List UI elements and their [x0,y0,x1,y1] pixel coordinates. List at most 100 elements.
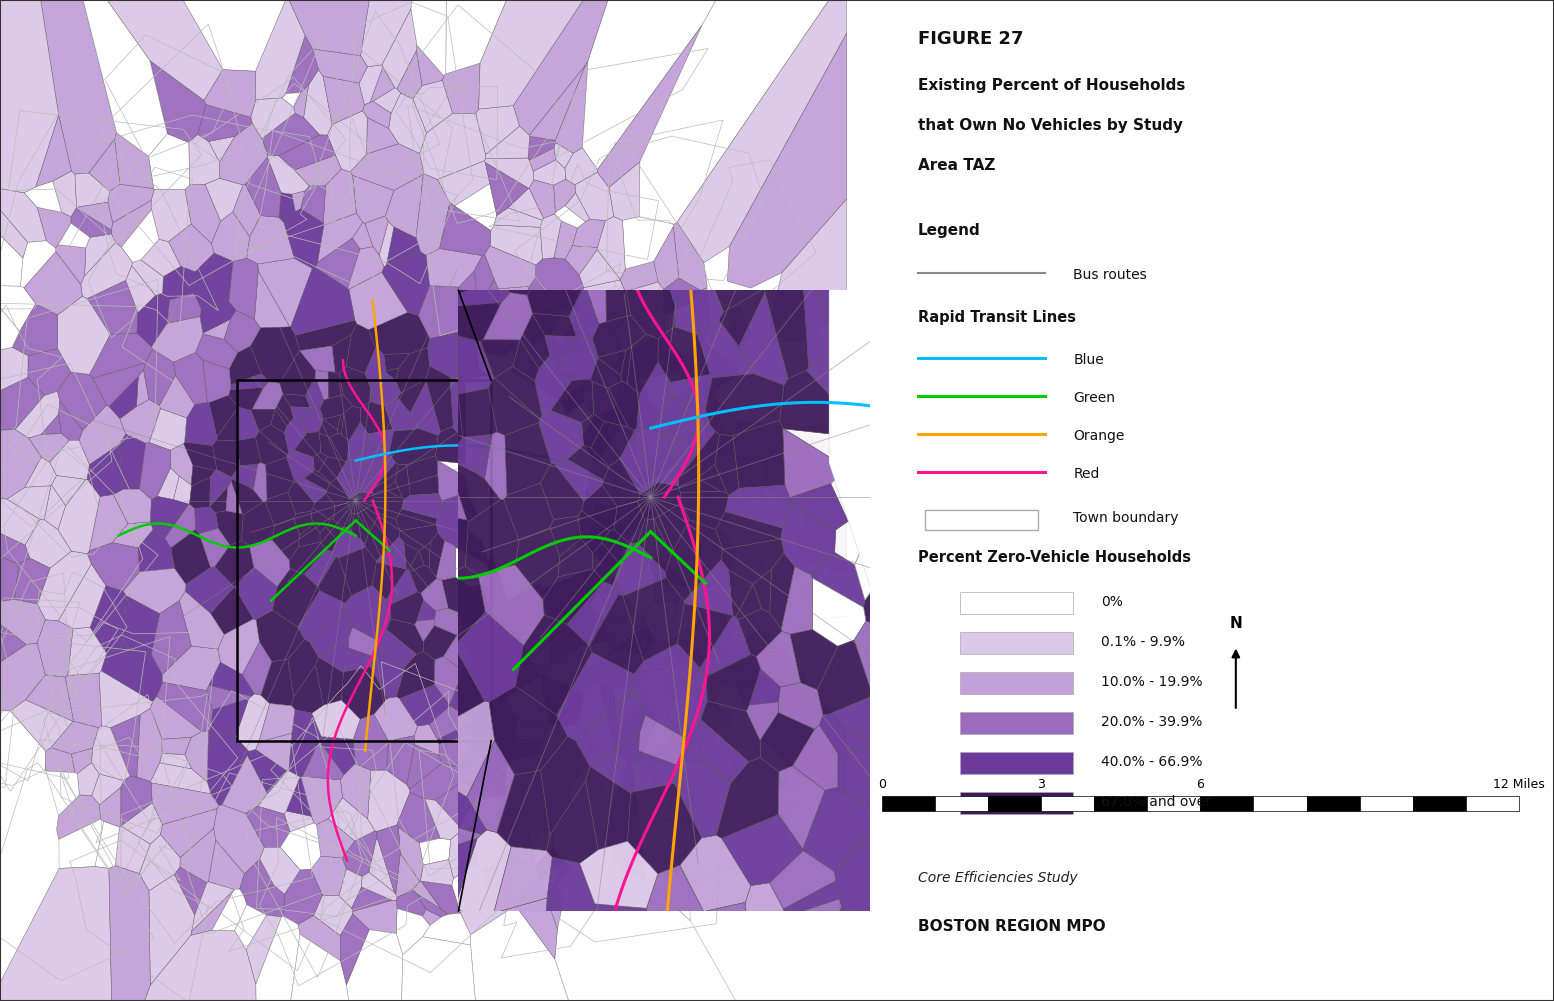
Polygon shape [123,569,186,614]
Polygon shape [319,983,429,1001]
Polygon shape [312,452,328,471]
Polygon shape [466,616,510,646]
Polygon shape [25,181,62,212]
Polygon shape [235,905,266,949]
Polygon shape [222,755,267,814]
Polygon shape [699,616,751,677]
Polygon shape [875,0,953,27]
Polygon shape [255,0,305,100]
Polygon shape [194,253,233,309]
Polygon shape [365,216,388,255]
Polygon shape [168,145,253,280]
Polygon shape [121,777,152,826]
Polygon shape [435,657,463,705]
Polygon shape [40,0,117,174]
Polygon shape [834,275,869,354]
Polygon shape [642,480,678,521]
Polygon shape [437,541,455,580]
Polygon shape [1211,201,1271,262]
Polygon shape [1080,759,1117,820]
Polygon shape [636,428,664,474]
Polygon shape [356,455,384,504]
Polygon shape [1147,484,1237,569]
Polygon shape [716,758,779,839]
Polygon shape [474,254,494,308]
FancyBboxPatch shape [1200,796,1254,811]
Polygon shape [368,429,393,449]
Polygon shape [347,21,421,103]
Polygon shape [637,742,671,768]
Polygon shape [1004,160,1078,266]
Polygon shape [410,381,440,435]
Polygon shape [404,543,418,570]
Polygon shape [637,482,681,521]
Polygon shape [696,702,730,748]
Polygon shape [11,700,73,751]
Polygon shape [281,92,301,107]
Polygon shape [263,113,320,156]
Polygon shape [410,566,437,593]
Polygon shape [1019,265,1075,353]
Polygon shape [867,363,889,439]
Polygon shape [491,963,561,1001]
Polygon shape [423,516,468,575]
Polygon shape [783,428,847,497]
Polygon shape [587,459,617,507]
Polygon shape [162,646,221,691]
Polygon shape [190,477,210,509]
Polygon shape [527,0,553,18]
Polygon shape [298,525,320,547]
Polygon shape [90,841,193,929]
Polygon shape [1027,504,1085,615]
Polygon shape [390,592,424,625]
Polygon shape [665,520,723,602]
Text: Green: Green [1074,391,1116,405]
Polygon shape [87,280,138,334]
Polygon shape [221,644,280,760]
Polygon shape [834,520,864,565]
Polygon shape [513,339,539,381]
Polygon shape [75,493,138,574]
Polygon shape [494,366,542,418]
Polygon shape [564,913,631,978]
Polygon shape [592,904,650,969]
Polygon shape [382,251,429,315]
FancyBboxPatch shape [988,796,1041,811]
Polygon shape [107,184,154,222]
Polygon shape [120,399,160,443]
Polygon shape [151,763,211,794]
Polygon shape [779,766,825,850]
Polygon shape [581,485,617,532]
Polygon shape [954,748,1033,829]
Polygon shape [37,207,71,248]
Polygon shape [618,494,653,544]
Polygon shape [541,724,594,792]
Polygon shape [733,918,789,994]
Polygon shape [894,931,981,1001]
Polygon shape [255,271,289,328]
Polygon shape [469,514,488,540]
Polygon shape [500,581,547,638]
Polygon shape [89,139,120,191]
Polygon shape [420,113,485,179]
Polygon shape [909,873,962,909]
Polygon shape [157,683,213,732]
Polygon shape [1214,757,1251,808]
Polygon shape [157,454,213,507]
Polygon shape [216,511,244,546]
Polygon shape [219,208,322,286]
Polygon shape [814,264,855,338]
Polygon shape [120,434,146,489]
Polygon shape [578,684,614,752]
Polygon shape [831,464,876,522]
Polygon shape [75,165,106,238]
Polygon shape [628,334,659,394]
Polygon shape [350,399,387,470]
Polygon shape [250,283,298,356]
Polygon shape [375,497,404,520]
Polygon shape [348,246,384,289]
Polygon shape [416,174,449,255]
Polygon shape [160,0,197,8]
Polygon shape [287,83,339,144]
Polygon shape [1113,872,1169,939]
